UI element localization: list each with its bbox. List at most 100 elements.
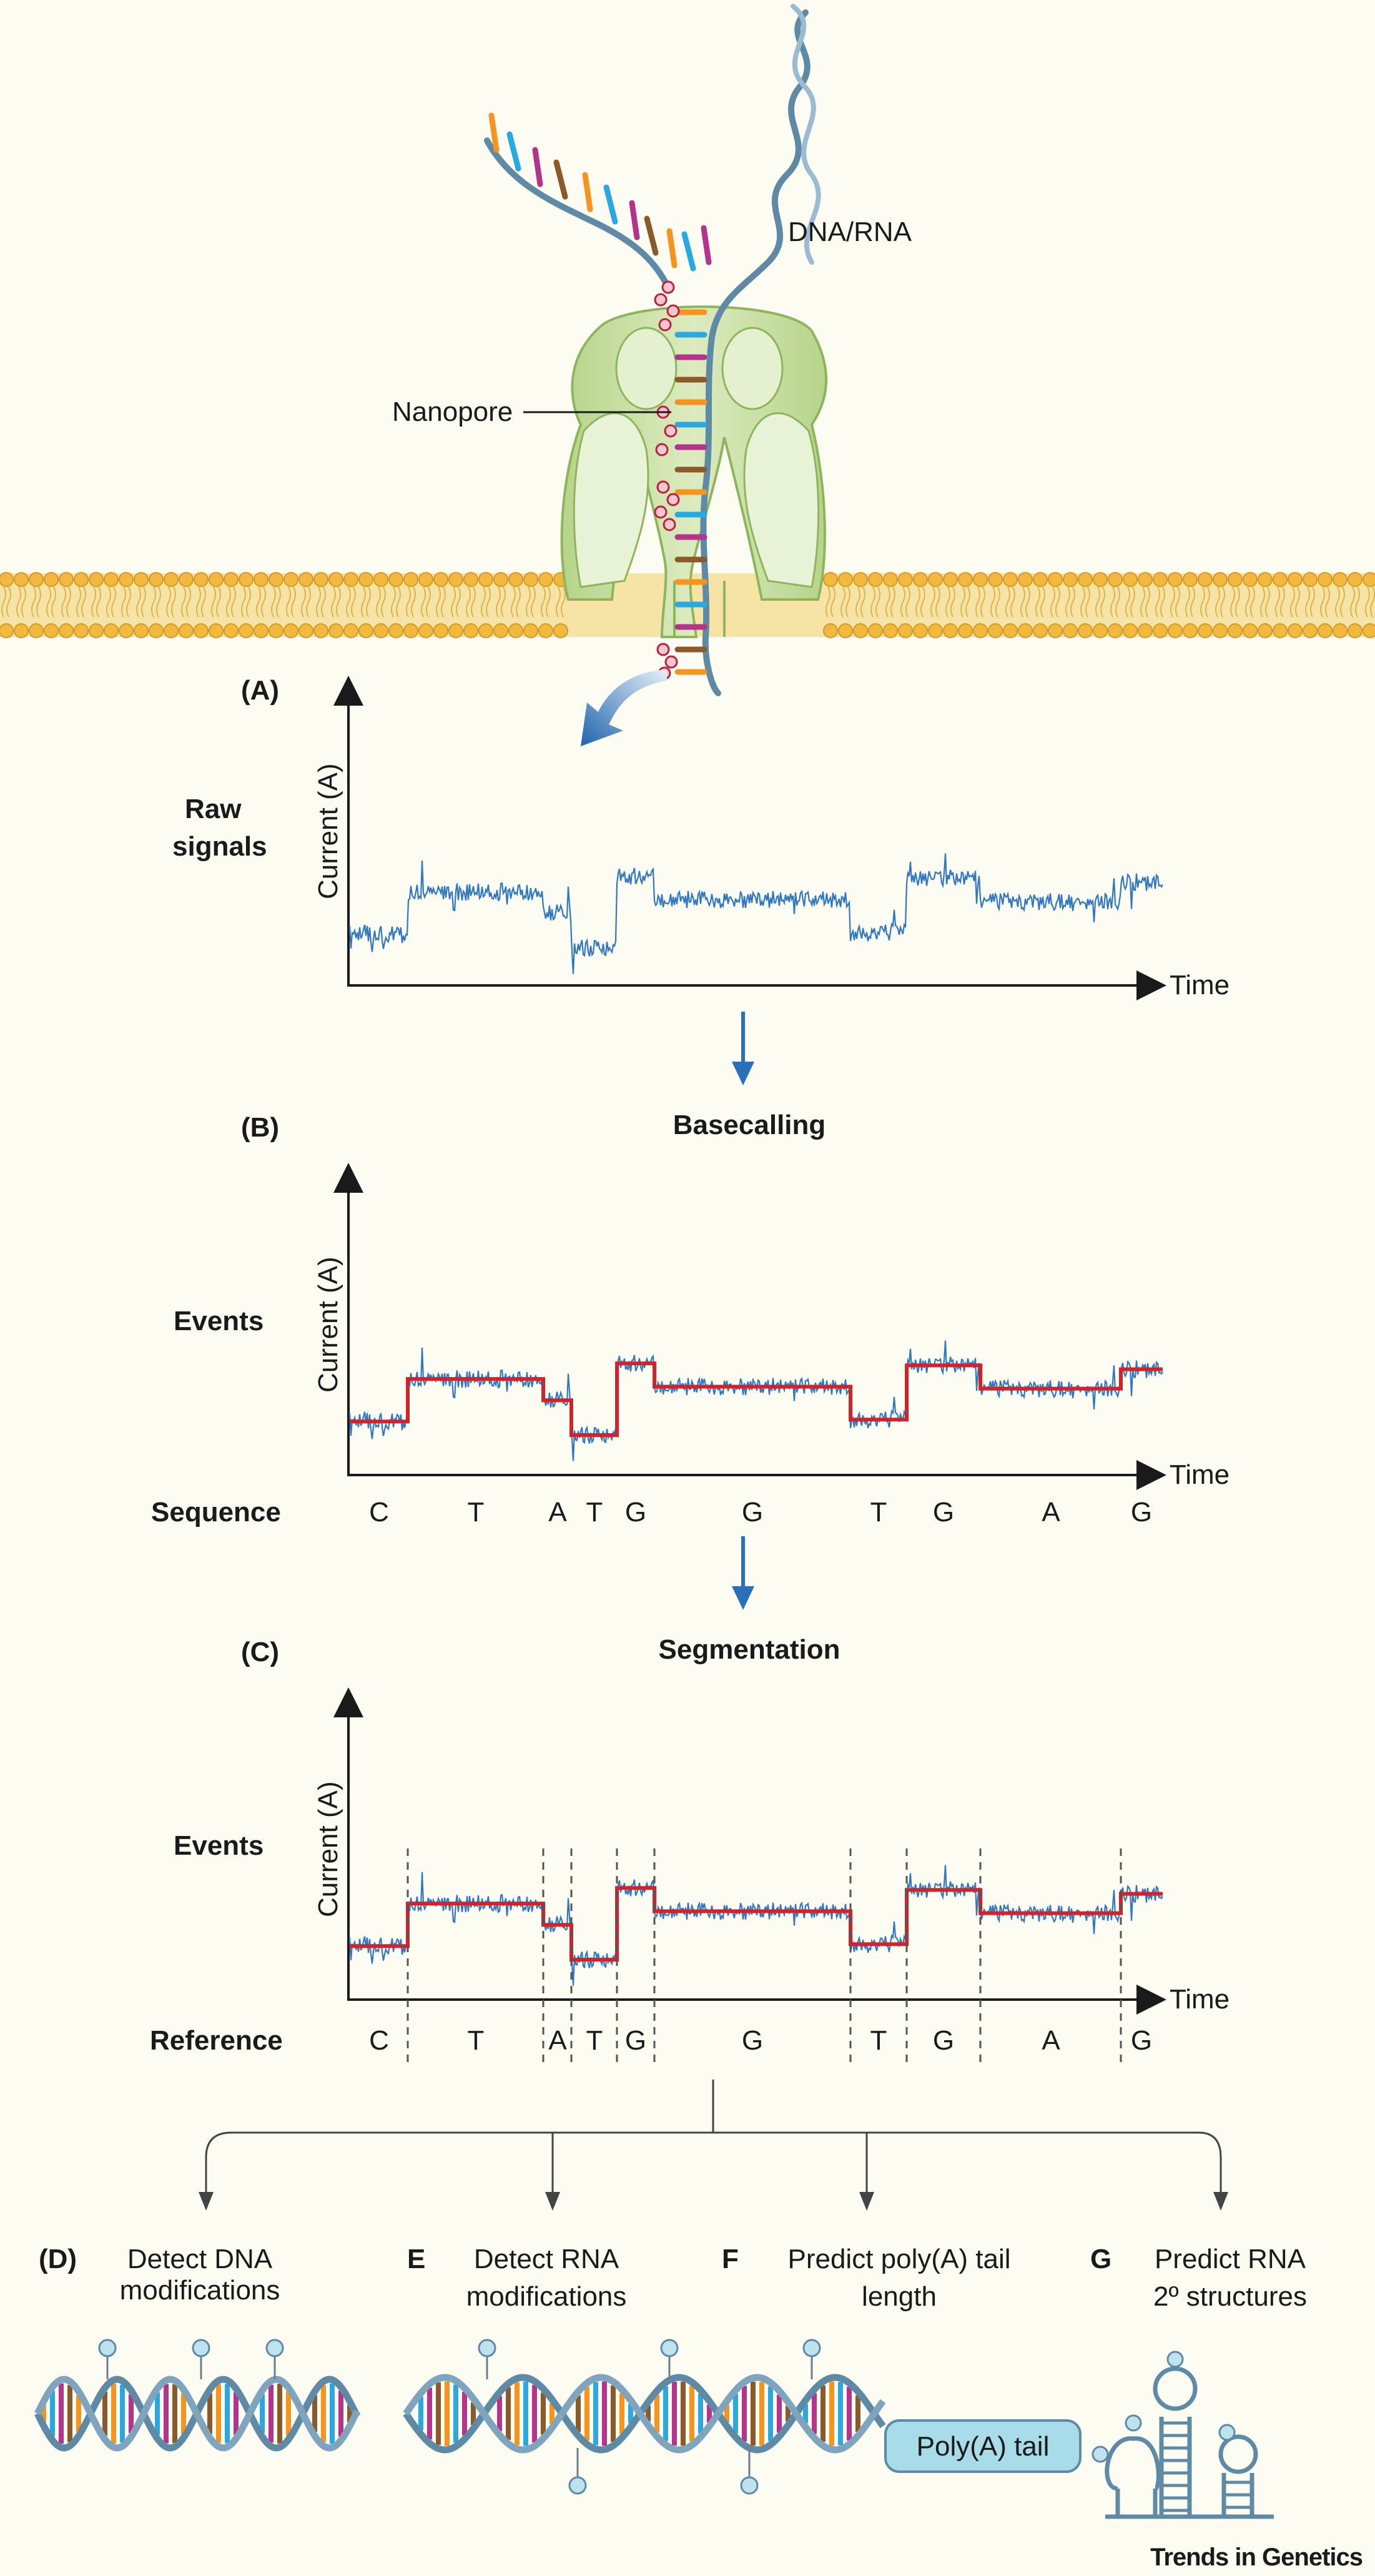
panel-a-xlabel: Time xyxy=(1170,970,1230,1000)
lipid-head xyxy=(883,572,898,587)
panel-c-letter: (C) xyxy=(241,1637,279,1667)
ion-bead xyxy=(663,518,676,531)
dna-double-helix-icon xyxy=(34,2339,360,2452)
lipid-head xyxy=(298,623,313,638)
base-letter: G xyxy=(742,2025,763,2056)
lipid-head xyxy=(74,623,89,638)
lipid-head xyxy=(1003,623,1018,638)
lipid-head xyxy=(179,572,194,587)
lipid-tail xyxy=(61,586,71,618)
lipid-head xyxy=(1123,572,1138,587)
event-level-path xyxy=(350,1886,1163,1962)
output-e-line2: modifications xyxy=(466,2281,627,2312)
lipid-head xyxy=(418,623,433,638)
lipid-head xyxy=(538,572,553,587)
lipid-head xyxy=(1153,572,1168,587)
lipid-head xyxy=(1318,623,1333,638)
nucleotide-base xyxy=(666,228,678,269)
lipid-head xyxy=(898,572,913,587)
lipid-tail xyxy=(945,586,955,618)
lipid-tail xyxy=(1110,586,1120,618)
lipid-tail xyxy=(376,586,386,618)
lipid-head xyxy=(14,623,29,638)
output-g-letter: G xyxy=(1090,2244,1111,2274)
ion-bead xyxy=(664,424,678,438)
lipid-tail xyxy=(1245,586,1255,618)
lipid-tail xyxy=(1050,586,1060,618)
lipid-tail xyxy=(256,586,266,618)
lipid-head xyxy=(868,572,883,587)
lipid-tail xyxy=(31,586,41,618)
lipid-head xyxy=(89,623,104,638)
lipid-head xyxy=(149,572,164,587)
output-d-line2: modifications xyxy=(120,2275,280,2306)
footer-journal-name: Trends in Genetics xyxy=(1150,2544,1363,2571)
panel-b-row-label: Sequence xyxy=(151,1497,281,1527)
nucleotide-base xyxy=(701,225,712,265)
lipid-head xyxy=(104,623,119,638)
lipid-head xyxy=(1003,572,1018,587)
lipid-tail xyxy=(526,586,536,618)
panel-c-side-label: Events xyxy=(174,1830,264,1861)
lipid-tail xyxy=(316,586,326,618)
nucleotide-base xyxy=(681,231,696,272)
output-e-letter: E xyxy=(407,2244,425,2274)
lipid-tail xyxy=(436,586,446,618)
lipid-head xyxy=(853,623,868,638)
ion-bead xyxy=(661,280,675,294)
lipid-tail xyxy=(1170,586,1180,618)
base-letter: G xyxy=(1131,1497,1152,1527)
lipid-tail xyxy=(840,586,850,618)
panel-a-letter: (A) xyxy=(241,675,279,706)
lipid-tail xyxy=(1260,586,1270,618)
lipid-head xyxy=(358,623,373,638)
rna-helix-icon xyxy=(403,2339,886,2495)
lipid-head xyxy=(853,572,868,587)
base-letter: G xyxy=(1131,2025,1152,2056)
output-f-line2: length xyxy=(862,2281,937,2312)
base-letter: A xyxy=(1042,1497,1060,1527)
lipid-head xyxy=(1213,623,1228,638)
lipid-tail xyxy=(855,586,865,618)
modification-marker xyxy=(660,2339,679,2357)
output-f-line1: Predict poly(A) tail xyxy=(787,2244,1010,2274)
lipid-head xyxy=(1138,572,1153,587)
lipid-head xyxy=(448,572,463,587)
lipid-tail xyxy=(1200,586,1210,618)
lipid-head xyxy=(283,623,298,638)
lipid-head xyxy=(119,572,134,587)
lipid-tail xyxy=(391,586,401,618)
lipid-tail xyxy=(915,586,925,618)
output-g-line1: Predict RNA xyxy=(1155,2244,1306,2274)
lipid-head xyxy=(1258,572,1273,587)
lipid-head xyxy=(433,623,448,638)
lipid-head xyxy=(838,572,853,587)
lipid-tail xyxy=(825,586,835,618)
lipid-head xyxy=(823,572,838,587)
base-letter: C xyxy=(369,2025,389,2056)
lipid-tail xyxy=(136,586,146,618)
modification-marker xyxy=(265,2339,284,2357)
event-signal-trace xyxy=(348,1340,1163,1461)
nucleotide-base xyxy=(582,172,593,212)
base-letter: G xyxy=(742,1497,763,1527)
lipid-head xyxy=(883,623,898,638)
lipid-head xyxy=(1138,623,1153,638)
segment-boundaries xyxy=(407,1848,1122,2067)
lipid-head xyxy=(958,572,973,587)
down-arrow-b-c-head xyxy=(732,1586,754,1610)
nanopore-label: Nanopore xyxy=(392,397,513,427)
output-d-letter: (D) xyxy=(39,2244,77,2274)
polya-tail-box: Poly(A) tail xyxy=(884,2419,1082,2473)
panel-c: (C) Segmentation Events Current (A) Time… xyxy=(150,1634,1230,2067)
lipid-head xyxy=(1318,572,1333,587)
lipid-head xyxy=(239,572,254,587)
lipid-tail xyxy=(1035,586,1045,618)
lipid-head xyxy=(74,572,89,587)
nucleotide-base xyxy=(553,159,568,200)
segmented-signal-trace xyxy=(348,1865,1163,1986)
output-g-line2: 2º structures xyxy=(1153,2281,1307,2312)
lipid-tail xyxy=(481,586,491,618)
lipid-head xyxy=(1348,572,1363,587)
